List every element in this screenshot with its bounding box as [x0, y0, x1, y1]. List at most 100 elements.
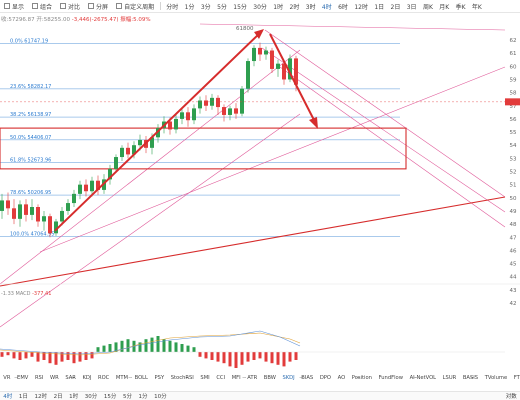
indicator-tab[interactable]: AI-NetVOL	[409, 374, 437, 381]
period-tab[interactable]: 2时	[289, 3, 300, 11]
price-chart[interactable]: 62 61 60 59 58 57 56 55 54 53 52 51 50 49 48 47 46 45 44 43…	[0, 22, 520, 378]
indicator-tab[interactable]: ATR	[247, 374, 258, 381]
macd-histogram-bar	[276, 352, 280, 365]
bottom-period-tab[interactable]: 4时	[3, 394, 13, 400]
toolbar-compare-button[interactable]: 对比	[56, 0, 84, 13]
bottom-period-tab[interactable]: 10分	[154, 394, 167, 400]
period-tab[interactable]: 年K	[471, 3, 482, 11]
indicator-tab[interactable]: Position	[351, 374, 372, 381]
price-axis-label: 43	[510, 288, 517, 294]
indicator-tab[interactable]: VR	[3, 374, 11, 381]
period-tab[interactable]: 1时	[273, 3, 284, 11]
macd-prefix: -1.33	[1, 291, 14, 297]
bullish-candle	[90, 176, 94, 197]
period-tab[interactable]: 6时	[338, 3, 348, 11]
macd-histogram-bar	[126, 339, 130, 352]
indicator-tab[interactable]: BASIS	[462, 374, 479, 381]
fib-level-label: 38.2% 56138.97	[10, 112, 51, 118]
period-tab[interactable]: 季K	[455, 3, 466, 11]
macd-histogram-bar	[228, 352, 232, 367]
fib-level-label: 0.0% 61747.19	[10, 38, 48, 44]
macd-value: -377.41	[32, 291, 52, 297]
indicator-tab[interactable]: LSUR	[442, 374, 457, 381]
period-tab[interactable]: 12时	[354, 3, 368, 11]
indicator-tab[interactable]: FTBS	[513, 374, 520, 381]
period-tab[interactable]: 周K	[422, 3, 433, 11]
candle-body	[234, 108, 238, 114]
bottom-period-tab[interactable]: 1时	[69, 394, 79, 400]
indicator-tab[interactable]: BBW	[263, 374, 276, 381]
toolbar-eye-button[interactable]: 显示	[0, 0, 28, 13]
candle-body	[258, 47, 262, 55]
bearish-candle	[84, 179, 88, 197]
indicator-tab[interactable]: EMV	[17, 374, 29, 381]
candle-body	[294, 58, 298, 85]
split-screen-icon	[88, 3, 95, 9]
candle-body	[240, 88, 244, 114]
date-axis-label: 8月16	[295, 377, 311, 378]
bullish-candle	[42, 210, 46, 231]
candle-body	[204, 100, 208, 106]
indicator-tab[interactable]: StochRSI	[170, 374, 194, 381]
period-tab[interactable]: 分时	[166, 3, 179, 11]
bottom-period-tab[interactable]: 30分	[84, 394, 98, 400]
indicator-tab[interactable]: SKDJ	[282, 374, 295, 381]
candle-body	[282, 63, 286, 80]
indicator-tab[interactable]: ROC	[97, 374, 110, 381]
period-tab[interactable]: 1日	[374, 3, 385, 11]
bottom-period-tab[interactable]: 5分	[122, 394, 132, 400]
indicator-tab[interactable]: PSY	[154, 374, 165, 381]
indicator-tab[interactable]: MTM	[115, 374, 129, 381]
candle-body	[216, 97, 220, 108]
indicator-tab[interactable]: AO	[337, 374, 346, 381]
toolbar-settings-button[interactable]: 自定义周期	[112, 0, 158, 13]
bearish-candle	[96, 175, 100, 196]
period-tab[interactable]: 3日	[406, 3, 417, 11]
candle-body	[246, 61, 250, 89]
indicator-tab[interactable]: SAR	[65, 374, 76, 381]
period-tab[interactable]: 15分	[233, 3, 247, 11]
log-scale-toggle[interactable]: 对数	[505, 394, 517, 400]
price-axis-label: 58	[510, 91, 517, 97]
bullish-candle	[264, 46, 268, 60]
indicator-tab[interactable]: FundFlow	[378, 374, 403, 381]
macd-label: -1.33 MACD -377.41	[1, 291, 51, 297]
indicator-tab[interactable]: BIAS	[301, 374, 314, 381]
bullish-candle	[276, 59, 280, 77]
indicator-tab[interactable]: DPO	[319, 374, 332, 381]
indicator-tab[interactable]: WR	[49, 374, 59, 381]
bottom-period-tab[interactable]: 1日	[18, 394, 28, 400]
bottom-period-tab[interactable]: 1分	[138, 394, 148, 400]
macd-histogram-bar	[192, 347, 196, 352]
bullish-candle	[252, 45, 256, 67]
period-tab[interactable]: 3分	[200, 3, 211, 11]
period-tab[interactable]: 5分	[217, 3, 227, 11]
indicator-tab[interactable]: TVolume	[484, 374, 508, 381]
indicator-tab[interactable]: MFI	[231, 374, 241, 381]
bottom-period-tab[interactable]: 12时	[34, 394, 47, 400]
toolbar-split-screen-button[interactable]: 分屏	[84, 0, 112, 13]
bottom-period-tab[interactable]: 15分	[103, 394, 117, 400]
toolbar-layers-button[interactable]: 组合	[28, 0, 56, 13]
bottom-period-tab[interactable]: 2日	[53, 394, 63, 400]
date-axis-label: 8月18	[352, 377, 368, 378]
period-tab[interactable]: 月K	[439, 3, 450, 11]
price-axis-label: 62	[510, 38, 517, 44]
indicator-tab[interactable]: SMI	[200, 374, 210, 381]
indicator-tab[interactable]: CCI	[216, 374, 226, 381]
period-tab[interactable]: 3时	[305, 3, 316, 11]
period-tab[interactable]: 1分	[184, 3, 195, 11]
indicator-tab[interactable]: BOLL	[134, 374, 148, 381]
period-tab[interactable]: 30分	[253, 3, 267, 11]
macd-histogram-bar	[186, 345, 190, 352]
macd-histogram-bar	[162, 339, 166, 352]
candle-body	[36, 207, 40, 222]
descending-channel-upper	[264, 29, 506, 198]
indicator-tab[interactable]: KDJ	[82, 374, 92, 381]
bearish-candle	[204, 95, 208, 112]
period-tab[interactable]: 4时	[321, 3, 332, 11]
period-tab[interactable]: 2日	[390, 3, 401, 11]
indicator-tab[interactable]: RSI	[34, 374, 44, 381]
macd-histogram-bar	[216, 352, 220, 362]
macd-histogram-bar	[90, 352, 94, 359]
